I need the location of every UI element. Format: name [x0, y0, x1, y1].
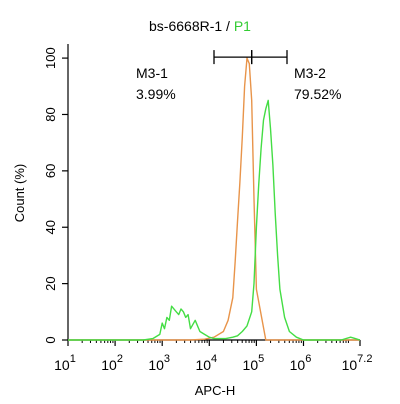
x-tick-label: 106: [290, 353, 312, 373]
gates-layer: M3-1 3.99% M3-2 79.52%: [136, 50, 341, 102]
x-tick-label: 105: [243, 353, 265, 373]
title-gate: P1: [233, 18, 251, 34]
series-layer: [68, 57, 361, 341]
x-axis-label: APC-H: [195, 383, 235, 398]
y-tick-label: 0: [43, 336, 58, 343]
x-tick-label: 104: [195, 353, 217, 373]
y-tick-label: 80: [43, 107, 58, 121]
x-tick-label: 101: [54, 353, 76, 373]
title-main: bs-6668R-1: [149, 18, 223, 34]
gate-1-percent: 3.99%: [136, 86, 176, 102]
title-separator: /: [222, 18, 234, 34]
chart-title: bs-6668R-1 / P1: [0, 18, 400, 34]
gate-1-name: M3-1: [136, 65, 168, 81]
series-2-line: [68, 99, 361, 341]
x-tick-label: 107.2: [342, 353, 373, 373]
y-tick-label: 60: [43, 164, 58, 178]
y-tick-label: 40: [43, 220, 58, 234]
gate-2-percent: 79.52%: [294, 86, 341, 102]
y-tick-label: 20: [43, 276, 58, 290]
gate-2-name: M3-2: [294, 65, 326, 81]
y-tick-label: 100: [43, 47, 58, 69]
x-tick-label: 102: [101, 353, 123, 373]
series-1-line: [68, 57, 360, 341]
y-axis-label: Count (%): [12, 164, 27, 223]
x-tick-label: 103: [148, 353, 170, 373]
